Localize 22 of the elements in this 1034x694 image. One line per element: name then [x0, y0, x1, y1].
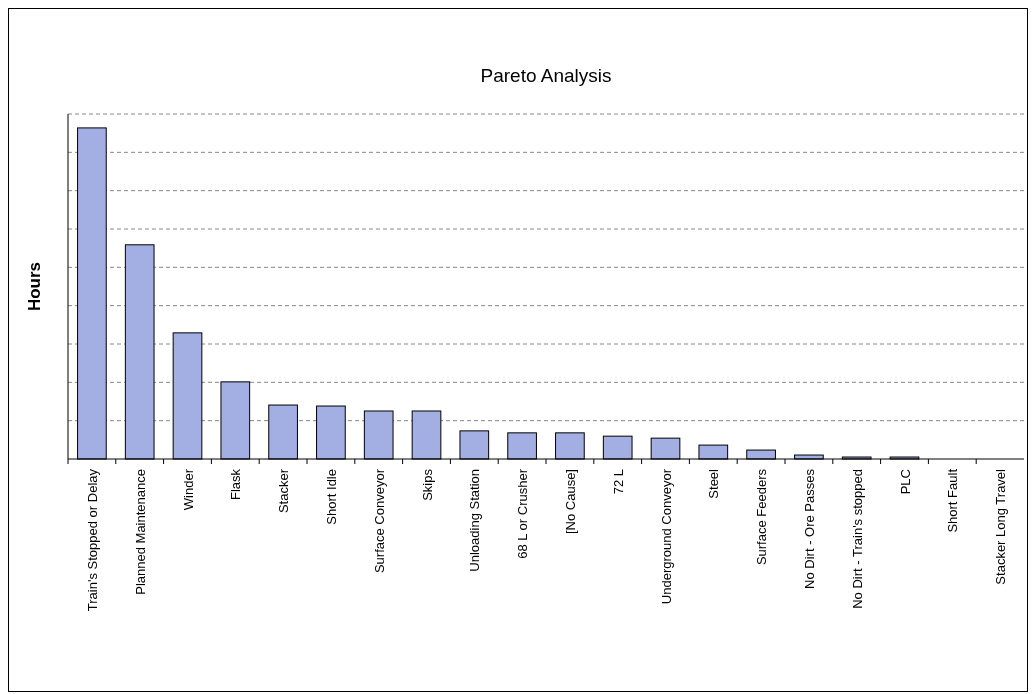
x-tick-label: Steel [706, 468, 722, 499]
x-tick-label: 68 L or Crusher [515, 468, 531, 559]
x-tick-label: Flask [228, 468, 244, 501]
x-tick-label: Skips [419, 468, 435, 501]
x-tick-label: Unloading Station [467, 469, 483, 572]
x-tick-label: 72 L [610, 469, 626, 495]
chart-title: Pareto Analysis [480, 65, 612, 86]
x-tick-label: No Dirt - Train's stopped [849, 469, 865, 609]
y-axis-title: Hours [25, 261, 44, 312]
x-tick-label: Stacker Long Travel [993, 468, 1009, 585]
x-tick-label: Underground Conveyor [658, 468, 674, 605]
x-tick-label: Planned Maintenance [132, 469, 148, 595]
x-tick-label: Short Fault [945, 468, 961, 533]
x-tick-label: Train's Stopped or Delay [84, 468, 100, 612]
x-tick-label: Surface Feeders [754, 468, 770, 566]
x-tick-label: Surface Conveyor [371, 468, 387, 574]
x-tick-label: Short Idle [323, 469, 339, 525]
x-tick-label: Stacker [276, 468, 292, 514]
x-tick-label: PLC [897, 469, 913, 495]
x-tick-label: No Dirt - Ore Passes [801, 468, 817, 589]
x-tick-label: [No Cause] [562, 469, 578, 535]
x-tick-label: Winder [180, 468, 196, 511]
